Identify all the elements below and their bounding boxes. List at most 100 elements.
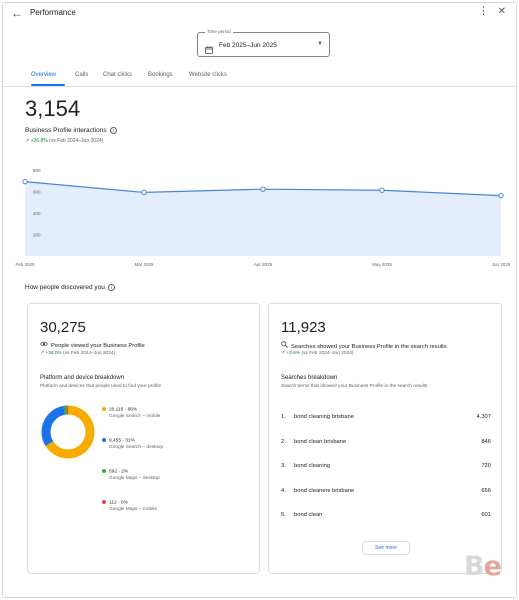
info-icon[interactable]: i	[107, 284, 115, 291]
platform-breakdown-subtitle: Platform and devices that people used to…	[40, 384, 162, 389]
x-tick-label: May 2025	[372, 262, 392, 267]
see-more-button[interactable]: See more	[362, 541, 410, 555]
chevron-down-icon: ▼	[317, 41, 323, 47]
legend-item: 592 · 2% Google Maps – desktop	[102, 469, 160, 481]
profile-views-change: +39.0%	[45, 351, 62, 356]
trending-up-icon: ↗	[281, 351, 286, 356]
trending-up-icon: ↗	[40, 351, 45, 356]
top-bar: ← Performance ⋮ ✕	[3, 3, 516, 25]
legend-dot	[102, 407, 106, 411]
profile-views-trend: ↗ +39.0% (vs Feb 2024–Jun 2024)	[40, 351, 115, 356]
search-term: bond clean	[294, 512, 323, 518]
legend-dot	[102, 500, 106, 504]
calendar-icon	[205, 41, 213, 59]
x-tick-label: Mar 2025	[134, 262, 154, 267]
platform-donut-chart	[41, 405, 95, 459]
legend-value: 112 · 0%	[109, 500, 128, 506]
legend-item: 20,116 · 66% Google Search – mobile	[102, 407, 160, 419]
legend-item: 9,455 · 31% Google Search – desktop	[102, 438, 163, 450]
searches-total: 11,923	[281, 319, 326, 336]
trending-up-icon: ↗	[25, 138, 30, 144]
search-term-row: 2. bond clean brisbane 846	[281, 439, 491, 445]
interactions-change: +26.8%	[30, 138, 48, 144]
search-count: 4,307	[476, 414, 491, 420]
profile-views-total: 30,275	[40, 319, 86, 336]
profile-views-label-text: People viewed your Business Profile	[51, 343, 145, 349]
x-tick-label: Jun 2025	[492, 262, 511, 267]
search-term: bond cleaning brisbane	[294, 414, 354, 420]
search-term-row: 3. bond cleaning 720	[281, 463, 491, 469]
y-tick-label: 600	[33, 189, 41, 194]
tab-bookings[interactable]: Bookings	[148, 72, 173, 78]
search-rank: 2.	[281, 439, 286, 445]
search-term: bond cleaners brisbane	[294, 488, 355, 494]
close-icon[interactable]: ✕	[497, 6, 506, 17]
x-tick-label: Apr 2025	[254, 262, 273, 267]
search-rank: 4.	[281, 488, 286, 494]
legend-value: 9,455 · 31%	[109, 438, 135, 444]
interactions-total: 3,154	[25, 96, 81, 121]
active-tab-indicator	[31, 84, 65, 86]
searches-label: Searches showed your Business Profile in…	[281, 341, 447, 350]
tab-overview[interactable]: Overview	[31, 72, 57, 78]
chart-point	[260, 186, 266, 192]
searches-breakdown-title: Searches breakdown	[281, 375, 338, 381]
search-term: bond cleaning	[294, 463, 331, 469]
y-tick-label: 800	[33, 168, 41, 173]
chart-point	[379, 187, 385, 193]
legend-value: 20,116 · 66%	[109, 407, 138, 413]
discovered-heading: How people discovered you i	[25, 284, 115, 291]
chart-point	[498, 192, 504, 199]
search-term: bond clean brisbane	[294, 439, 347, 445]
tab-website-clicks[interactable]: Website clicks	[189, 72, 227, 78]
profile-views-comparison: (vs Feb 2024–Jun 2024)	[63, 351, 116, 356]
interactions-trend: ↗ +26.8% (vs Feb 2024–Jun 2024)	[25, 138, 103, 144]
chart-point	[22, 178, 28, 185]
back-arrow-icon[interactable]: ←	[11, 6, 23, 20]
interactions-label: Business Profile interactions i	[25, 127, 117, 134]
legend-dot	[102, 438, 106, 442]
search-term-row: 5. bond clean 601	[281, 512, 491, 518]
tab-bar: Overview Calls Chat clicks Bookings Webs…	[3, 67, 516, 87]
donut-slice	[41, 405, 95, 459]
tab-chat-clicks[interactable]: Chat clicks	[103, 72, 133, 78]
profile-views-label: People viewed your Business Profile	[40, 341, 145, 349]
more-vert-icon[interactable]: ⋮	[478, 5, 489, 17]
interactions-comparison: (vs Feb 2024–Jun 2024)	[49, 138, 104, 144]
time-period-value: Feb 2025–Jun 2025	[219, 42, 277, 49]
eye-icon	[40, 341, 48, 349]
interactions-chart: 800 600 400 200 Feb 2025 Mar 2025 Apr 2025 May …	[15, 168, 511, 267]
watermark-logo: Be	[464, 551, 502, 582]
profile-views-card: 30,275 People viewed your Business Profi…	[27, 303, 260, 574]
legend-platform: Google Maps – mobile	[109, 507, 157, 513]
platform-breakdown-title: Platform and device breakdown	[40, 375, 125, 381]
legend-platform: Google Search – mobile	[109, 414, 161, 420]
searches-change: +3.6%	[286, 351, 301, 356]
page-title: Performance	[30, 8, 76, 17]
searches-breakdown-subtitle: Search terms that showed your Business P…	[281, 384, 428, 389]
info-icon[interactable]: i	[109, 127, 117, 134]
search-count: 846	[481, 439, 491, 445]
y-tick-label: 200	[33, 232, 41, 237]
searches-comparison: (vs Feb 2024–Jun 2024)	[301, 351, 354, 356]
discovered-title: How people discovered you	[25, 284, 105, 292]
searches-trend: ↗ +3.6% (vs Feb 2024–Jun 2024)	[281, 351, 353, 356]
search-rank: 5.	[281, 512, 286, 518]
legend-value: 592 · 2%	[109, 469, 129, 475]
search-rank: 3.	[281, 463, 286, 469]
y-tick-label: 400	[33, 211, 41, 216]
search-count: 720	[481, 463, 491, 469]
searches-label-text: Searches showed your Business Profile in…	[291, 344, 447, 350]
searches-card: 11,923 Searches showed your Business Pro…	[268, 303, 502, 574]
search-term-row: 4. bond cleaners brisbane 656	[281, 488, 491, 494]
chart-point	[141, 189, 147, 196]
time-period-select[interactable]: Time period Feb 2025–Jun 2025 ▼	[197, 29, 330, 59]
tab-calls[interactable]: Calls	[75, 72, 89, 78]
search-icon	[281, 341, 288, 350]
search-term-row: 1. bond cleaning brisbane 4,307	[281, 414, 491, 420]
legend-platform: Google Maps – desktop	[109, 476, 160, 482]
search-count: 656	[481, 488, 491, 494]
chart-area	[25, 181, 501, 256]
x-tick-label: Feb 2025	[15, 262, 35, 267]
